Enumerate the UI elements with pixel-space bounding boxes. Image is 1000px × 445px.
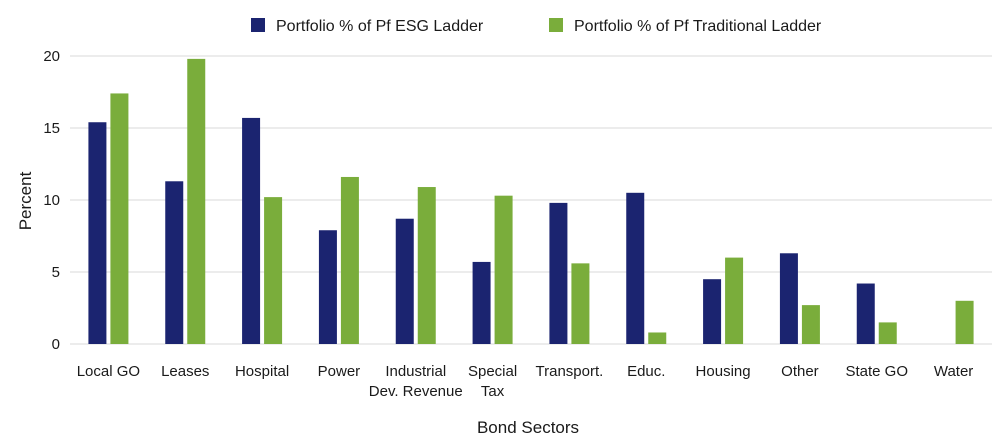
x-category-label: Special Tax	[468, 363, 517, 400]
x-category-label-line: Water	[934, 363, 973, 380]
legend-swatch-esg	[251, 18, 265, 32]
bar-traditional	[494, 195, 513, 344]
legend-label-esg: Portfolio % of Pf ESG Ladder	[276, 18, 484, 35]
x-category-label: Other	[781, 363, 819, 380]
bar-traditional	[110, 93, 129, 344]
legend-label-traditional: Portfolio % of Pf Traditional Ladder	[574, 18, 822, 35]
y-tick-label: 10	[43, 192, 60, 209]
bar-traditional	[725, 257, 744, 344]
bar-esg	[856, 283, 875, 344]
x-category-label: Power	[318, 363, 361, 380]
x-category-label-line: State GO	[845, 363, 908, 380]
bar-esg	[242, 117, 261, 344]
bar-esg	[318, 230, 337, 344]
x-category-label: Educ.	[627, 363, 665, 380]
bar-traditional	[187, 58, 206, 344]
x-category-label: Water	[934, 363, 973, 380]
bar-traditional	[340, 176, 359, 344]
bar-traditional	[417, 187, 436, 344]
y-tick-label: 5	[52, 264, 60, 281]
x-category-label-line: Power	[318, 363, 361, 380]
x-category-label-line: Educ.	[627, 363, 665, 380]
y-tick-label: 0	[52, 336, 60, 353]
x-category-label-line: Industrial	[385, 363, 446, 380]
bar-esg	[549, 202, 568, 344]
x-category-label-line: Tax	[481, 383, 505, 400]
x-category-label: Transport.	[536, 363, 604, 380]
bar-traditional	[801, 305, 820, 344]
bar-traditional	[878, 322, 897, 344]
bar-esg	[703, 279, 722, 344]
bar-traditional	[648, 332, 667, 344]
y-tick-label: 15	[43, 120, 60, 137]
x-axis-categories: Local GO Leases Hospital Power Industrial Dev…	[77, 363, 974, 400]
x-category-label: State GO	[845, 363, 908, 380]
y-tick-label: 20	[43, 48, 60, 65]
bar-esg	[472, 261, 491, 344]
bar-esg	[626, 192, 645, 344]
x-category-label: Hospital	[235, 363, 289, 380]
x-category-label-line: Hospital	[235, 363, 289, 380]
bar-esg	[779, 253, 798, 344]
bar-traditional	[571, 263, 590, 344]
bar-traditional	[955, 300, 974, 344]
x-category-label-line: Housing	[696, 363, 751, 380]
x-category-label-line: Leases	[161, 363, 209, 380]
x-category-label: Industrial Dev. Revenue	[369, 363, 463, 400]
x-category-label-line: Other	[781, 363, 819, 380]
x-category-label-line: Dev. Revenue	[369, 383, 463, 400]
gridlines	[70, 55, 992, 345]
x-category-label: Local GO	[77, 363, 140, 380]
legend: Portfolio % of Pf ESG Ladder Portfolio % …	[251, 18, 822, 35]
bar-traditional	[264, 197, 283, 344]
bar-esg	[395, 218, 414, 344]
bar-esg	[165, 181, 184, 344]
x-category-label-line: Transport.	[536, 363, 604, 380]
x-category-label-line: Special	[468, 363, 517, 380]
y-axis-ticks: 0 5 10 15 20	[43, 48, 60, 353]
legend-swatch-traditional	[549, 18, 563, 32]
x-category-label: Leases	[161, 363, 209, 380]
x-category-label-line: Local GO	[77, 363, 140, 380]
bar-esg	[88, 122, 107, 345]
y-axis-title: Percent	[16, 171, 35, 230]
x-category-label: Housing	[696, 363, 751, 380]
bars	[88, 58, 974, 345]
x-axis-title: Bond Sectors	[477, 418, 579, 437]
